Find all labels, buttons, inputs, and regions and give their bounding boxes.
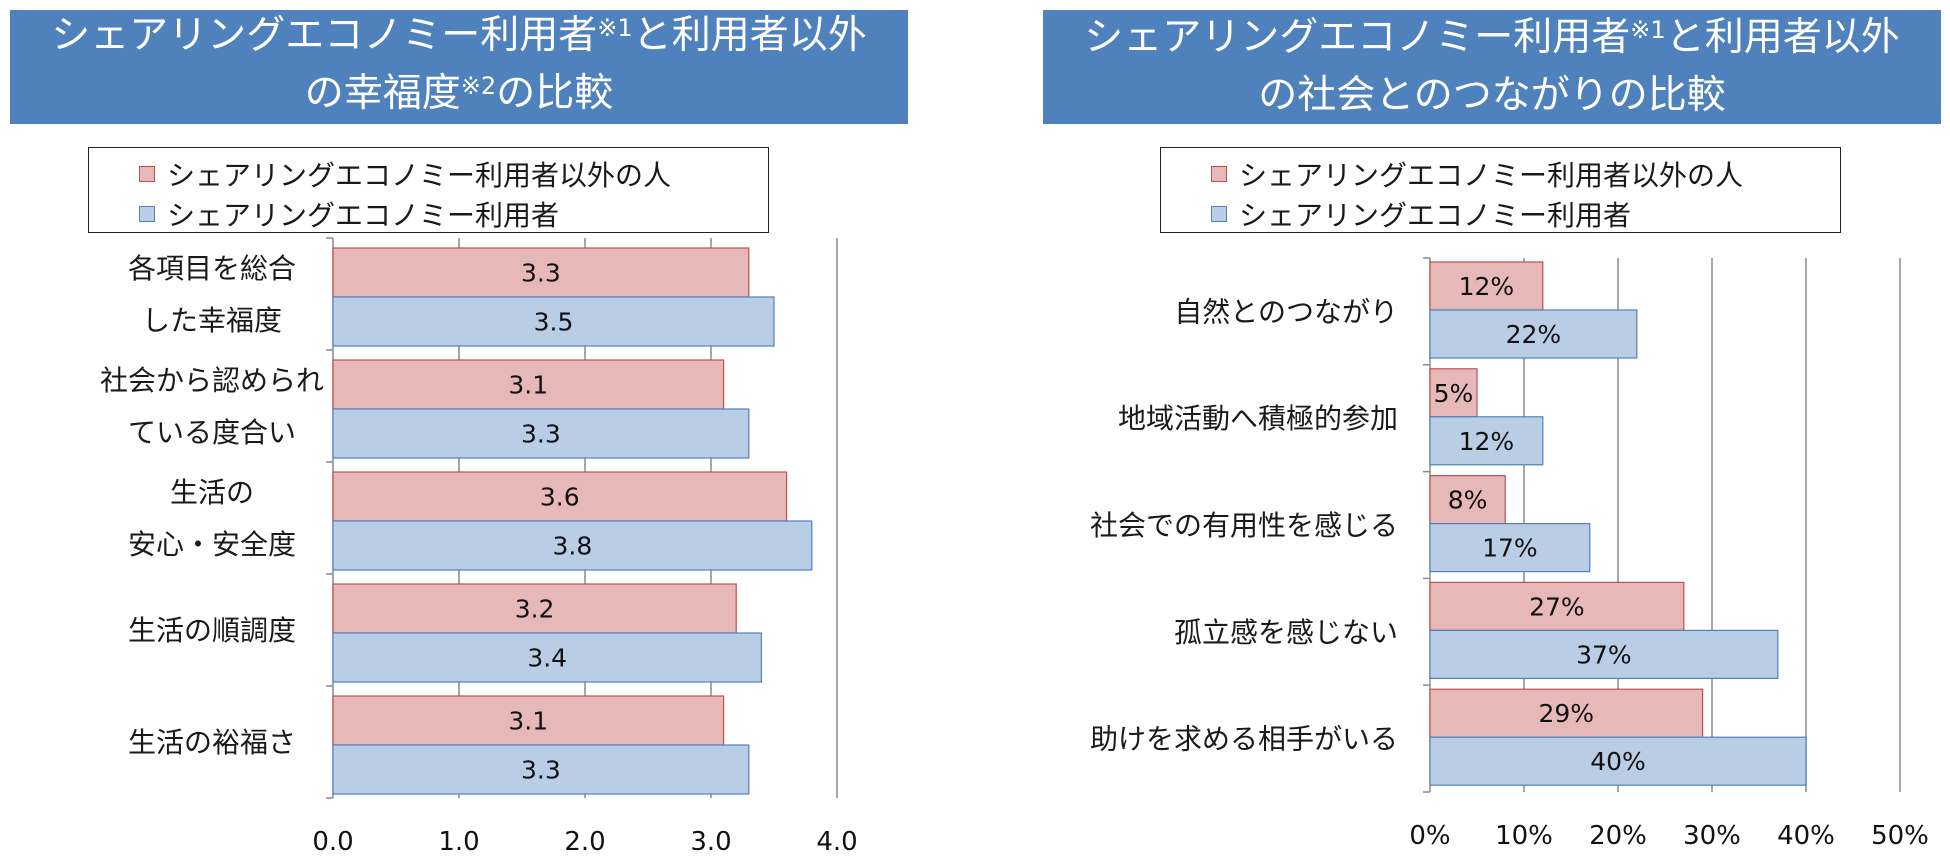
bar-non-user (332, 471, 788, 522)
category-label: 生活の (170, 476, 254, 509)
bar-non-user (332, 247, 750, 298)
category-label: した幸福度 (142, 304, 282, 337)
data-label-user: 40% (1590, 747, 1646, 776)
data-label-user: 3.8 (553, 532, 593, 561)
legend-swatch-user (139, 206, 155, 222)
bar-user (1429, 309, 1638, 359)
category-label: 地域活動へ積極的参加 (1118, 402, 1398, 435)
left-title-line2: の幸福度※2の比較 (304, 71, 614, 116)
category-label: 助けを求める相手がいる (1090, 723, 1398, 756)
bar-non-user (1429, 475, 1506, 525)
x-tick-label: 10% (1495, 821, 1553, 851)
right-legend-user: シェアリングエコノミー利用者 (1211, 194, 1840, 234)
legend-swatch-user (1211, 206, 1227, 222)
right-chart-title: シェアリングエコノミー利用者※1と利用者以外 の社会とのつながりの比較 (1043, 10, 1941, 124)
legend-swatch-non-user (139, 166, 155, 182)
bar-user (332, 632, 762, 683)
right-title-line2: の社会とのつながりの比較 (1258, 73, 1726, 118)
legend-label-user: シェアリングエコノミー利用者 (1239, 199, 1632, 232)
bar-non-user (1429, 688, 1704, 738)
data-label-non-user: 3.3 (521, 259, 561, 288)
x-tick-label: 40% (1777, 821, 1835, 851)
right-bar-chart: 12% 22% 自然とのつながり 5% 12% 地域活動へ積極的参加 8% 17% 社会での有用… (1090, 257, 1929, 851)
x-tick-label: 0.0 (312, 827, 353, 857)
category-label: 生活の裕福さ (128, 726, 296, 759)
data-label-non-user: 3.1 (508, 707, 548, 736)
x-tick-label: 3.0 (690, 827, 731, 857)
data-label-non-user: 3.1 (508, 371, 548, 400)
data-label-non-user: 3.6 (540, 483, 580, 512)
data-label-user: 37% (1576, 640, 1632, 669)
bar-user (332, 408, 750, 459)
data-label-non-user: 5% (1434, 379, 1474, 408)
left-legend: シェアリングエコノミー利用者以外の人 シェアリングエコノミー利用者 (88, 147, 769, 233)
bar-non-user (332, 583, 737, 634)
data-label-user: 3.4 (527, 644, 567, 673)
x-tick-label: 30% (1683, 821, 1741, 851)
bar-non-user (1429, 581, 1685, 632)
data-label-user: 3.3 (521, 756, 561, 785)
category-label: 生活の順調度 (128, 614, 296, 647)
data-label-non-user: 29% (1539, 699, 1595, 728)
category-label: 社会での有用性を感じる (1090, 509, 1398, 542)
x-tick-label: 4.0 (816, 827, 857, 857)
bar-user (1429, 416, 1544, 466)
bar-user (1429, 629, 1779, 680)
x-tick-label: 0% (1409, 821, 1450, 851)
left-legend-non-user: シェアリングエコノミー利用者以外の人 (139, 154, 768, 194)
right-legend-non-user: シェアリングエコノミー利用者以外の人 (1211, 154, 1840, 194)
data-label-user: 12% (1459, 427, 1515, 456)
category-label: 社会から認められ (100, 364, 324, 397)
left-legend-user: シェアリングエコノミー利用者 (139, 194, 768, 234)
data-label-user: 3.3 (521, 420, 561, 449)
data-label-non-user: 3.2 (515, 595, 555, 624)
left-title-line1: シェアリングエコノミー利用者※1と利用者以外 (51, 13, 867, 58)
legend-label-user: シェアリングエコノミー利用者 (167, 199, 560, 232)
legend-label-non-user: シェアリングエコノミー利用者以外の人 (167, 159, 672, 192)
category-label: 安心・安全度 (128, 528, 296, 561)
data-label-user: 3.5 (534, 308, 574, 337)
x-tick-label: 2.0 (564, 827, 605, 857)
right-legend: シェアリングエコノミー利用者以外の人 シェアリングエコノミー利用者 (1160, 147, 1841, 233)
bar-user (332, 520, 813, 571)
bar-non-user (332, 359, 725, 410)
right-title-line1: シェアリングエコノミー利用者※1と利用者以外 (1084, 15, 1900, 60)
data-label-user: 22% (1506, 320, 1562, 349)
data-label-non-user: 27% (1529, 592, 1585, 621)
bar-user (332, 296, 775, 347)
category-label: ている度合い (128, 416, 296, 449)
data-label-user: 17% (1482, 534, 1538, 563)
data-label-non-user: 12% (1459, 272, 1515, 301)
category-label: 孤立感を感じない (1174, 616, 1398, 649)
category-label: 各項目を総合 (128, 252, 296, 285)
legend-swatch-non-user (1211, 166, 1227, 182)
bar-non-user (332, 695, 725, 746)
left-chart-title: シェアリングエコノミー利用者※1と利用者以外 の幸福度※2の比較 (10, 10, 908, 124)
bar-user (332, 744, 750, 795)
bar-user (1429, 522, 1591, 573)
category-label: 自然とのつながり (1174, 295, 1398, 328)
x-tick-label: 20% (1589, 821, 1647, 851)
bar-non-user (1429, 261, 1544, 311)
x-tick-label: 1.0 (438, 827, 479, 857)
bar-user (1429, 736, 1807, 786)
x-tick-label: 50% (1871, 821, 1929, 851)
legend-label-non-user: シェアリングエコノミー利用者以外の人 (1239, 159, 1744, 192)
data-label-non-user: 8% (1448, 486, 1488, 515)
